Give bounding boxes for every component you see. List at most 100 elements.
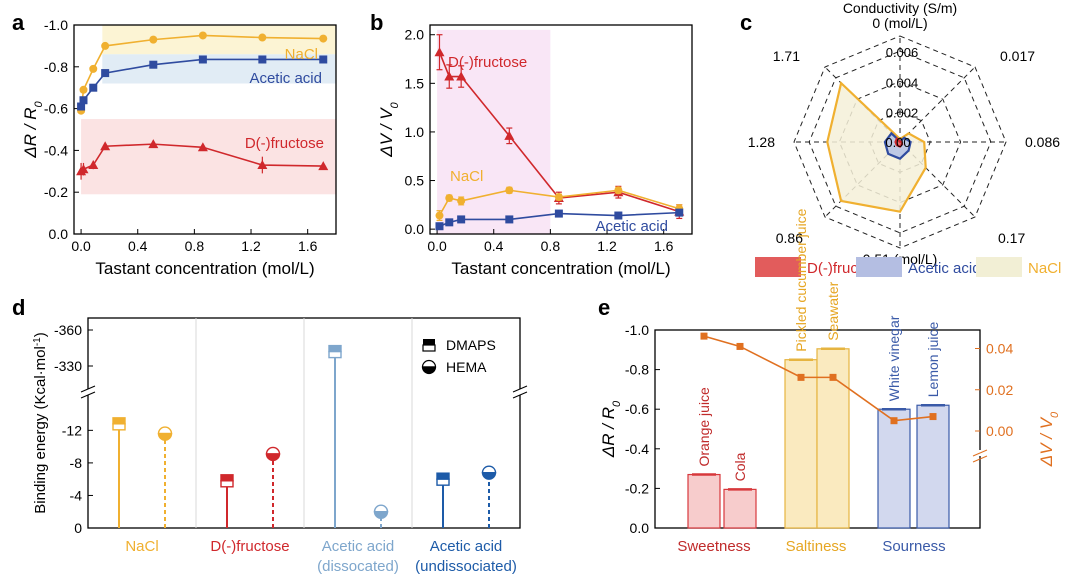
- panel-e-ytick-right-label: 0.04: [986, 341, 1013, 357]
- panel-e-ytick-left-label: -0.8: [625, 362, 649, 378]
- panel-d-category-label: D(-)fructose: [210, 538, 289, 555]
- panel-b-ylabel: ΔV / V0: [377, 101, 401, 157]
- panel-d-category-label: Acetic acid: [430, 538, 503, 555]
- panel-label-c: c: [740, 10, 752, 35]
- panel-e-bar-label: White vinegar: [886, 315, 902, 401]
- panel-d-marker-dmaps: [436, 478, 450, 486]
- panel-a-point: [78, 164, 89, 174]
- panel-b-point: [444, 71, 455, 81]
- panel-e-bar: [784, 359, 818, 529]
- panel-b-point: [505, 186, 514, 195]
- panel-d-ytick-label: -360: [54, 322, 82, 338]
- panel-a-xtick-label: 0.0: [71, 238, 91, 254]
- panel-a-point: [148, 139, 159, 149]
- panel-a-ylabel: ΔR / R0: [21, 100, 45, 158]
- radar-axis-label: 0.017: [1000, 48, 1035, 64]
- panel-d-marker-dmaps: [112, 423, 126, 431]
- panel-b-ytick-label: 1.5: [405, 75, 425, 91]
- panel-d-ytick-label: -330: [54, 358, 82, 374]
- panel-e-bar-label: Lemon juice: [925, 322, 941, 398]
- panel-a-point: [257, 160, 268, 170]
- panel-d-marker-hema: [481, 471, 497, 480]
- panel-e-bar-label: Cola: [732, 452, 748, 481]
- panel-d-marker-hema: [157, 432, 173, 441]
- panel-b-ytick-label: 1.0: [405, 124, 425, 140]
- panel-e-dv-line: [703, 335, 934, 422]
- panel-d: d -360 -330 -12 -8 -4 0 Binding energy (Kcal·mo…: [12, 295, 528, 575]
- panel-b-point: [434, 47, 445, 57]
- panel-d-ytick-label: -8: [70, 455, 83, 471]
- radar-radial-tick-label: 0.002: [886, 106, 919, 121]
- panel-a-point: [89, 83, 98, 92]
- panel-e-bar: [916, 404, 950, 529]
- panel-d-ytick-label: -4: [70, 487, 83, 503]
- panel-b-point: [457, 196, 466, 205]
- panel-e: e 0.0 -0.2 -0.4 -0.6 -0.8 -1.0 0.00 0.02 0.04 ΔR /…: [598, 208, 1061, 555]
- panel-a-point: [198, 31, 207, 40]
- panel-e-bar: [687, 473, 721, 529]
- panel-label-e: e: [598, 295, 610, 320]
- panel-b-xlabel: Tastant concentration (mol/L): [451, 259, 670, 278]
- panel-b-ytick-label: 0.0: [405, 221, 425, 237]
- panel-b-point: [614, 186, 623, 195]
- panel-a-point: [149, 60, 158, 69]
- radar-legend-swatch: [856, 257, 902, 277]
- panel-a-point: [79, 96, 88, 105]
- panel-a-xtick-label: 0.4: [128, 238, 148, 254]
- panel-d-legend-dmaps: DMAPS: [446, 337, 496, 353]
- radar-center-tick-label: 0.00: [885, 135, 910, 150]
- panel-a-ytick-label: 0.0: [49, 226, 69, 242]
- panel-d-marker-dmaps: [220, 480, 234, 488]
- panel-b-point: [614, 211, 623, 220]
- panel-e-dv-point: [829, 373, 837, 381]
- panel-b-xtick-label: 0.8: [541, 238, 561, 254]
- panel-b-point: [554, 193, 563, 202]
- panel-d-marker-dmaps: [436, 472, 450, 480]
- panel-b-point: [456, 71, 467, 81]
- panel-b-point: [457, 215, 466, 224]
- panel-d-legend-dmaps-icon: [423, 339, 435, 345]
- panel-b-point: [435, 222, 444, 231]
- panel-a-xtick-label: 1.2: [241, 238, 261, 254]
- radar-legend-swatch: [976, 257, 1022, 277]
- panel-d-ytick-label: -12: [62, 422, 82, 438]
- panel-e-dv-point: [890, 417, 898, 425]
- panel-b-point: [675, 208, 684, 217]
- fructose-region-shade: [81, 119, 336, 195]
- panel-b-point: [445, 194, 454, 203]
- panel-a-point: [149, 35, 158, 44]
- axis-break-mark-right: [512, 385, 528, 393]
- panel-a-ytick-label: -1.0: [44, 17, 68, 33]
- panel-e-ytick-left-label: -0.6: [625, 401, 649, 417]
- panel-e-group-label: Sweetness: [677, 538, 750, 555]
- panel-b-xtick-label: 0.4: [484, 238, 504, 254]
- axis-break-mark-right: [972, 449, 988, 457]
- panel-e-ytick-right-label: 0.02: [986, 382, 1013, 398]
- panel-a-point: [100, 141, 111, 151]
- panel-a-point: [79, 85, 88, 94]
- axis-break-mark-right: [972, 455, 988, 463]
- panel-b: b 0.0 0.5 1.0 1.5 2.0 0.0 0.4 0.8 1.2 1.6 Tastant c…: [370, 10, 693, 278]
- panel-b-label-nacl: NaCl: [450, 168, 483, 185]
- panel-e-ytick-left-label: -0.2: [625, 480, 649, 496]
- radar-axis-label: 0.17: [998, 230, 1025, 246]
- panel-a: a 0.0 -0.2 -0.4 -0.6 -0.8 -1.0 0.0 0.4 0.8 1.2 1.6 T…: [12, 10, 337, 278]
- panel-e-dv-point: [797, 373, 805, 381]
- panel-e-bar: [723, 488, 757, 529]
- panel-e-group-label: Sourness: [882, 538, 945, 555]
- panel-d-marker-dmaps: [112, 417, 126, 425]
- panel-d-marker-dmaps: [328, 350, 342, 359]
- panel-b-label-acetic: Acetic acid: [595, 218, 668, 235]
- axis-break-mark-left: [80, 385, 96, 393]
- radar-legend-label: NaCl: [1028, 260, 1061, 277]
- panel-d-ylabel: Binding energy (Kcal·mol-1): [32, 332, 50, 513]
- panel-a-label-acetic: Acetic acid: [249, 70, 322, 87]
- panel-e-ytick-right-label: 0.00: [986, 423, 1013, 439]
- panel-d-category-label: (dissocated): [317, 558, 399, 575]
- panel-d-category-label: NaCl: [125, 538, 158, 555]
- radar-axis-label: 1.28: [748, 134, 775, 150]
- radar-radial-tick-label: 0.006: [886, 45, 919, 60]
- panel-a-axes-frame: [73, 24, 337, 235]
- panel-d-legend-hema-icon: [421, 359, 437, 368]
